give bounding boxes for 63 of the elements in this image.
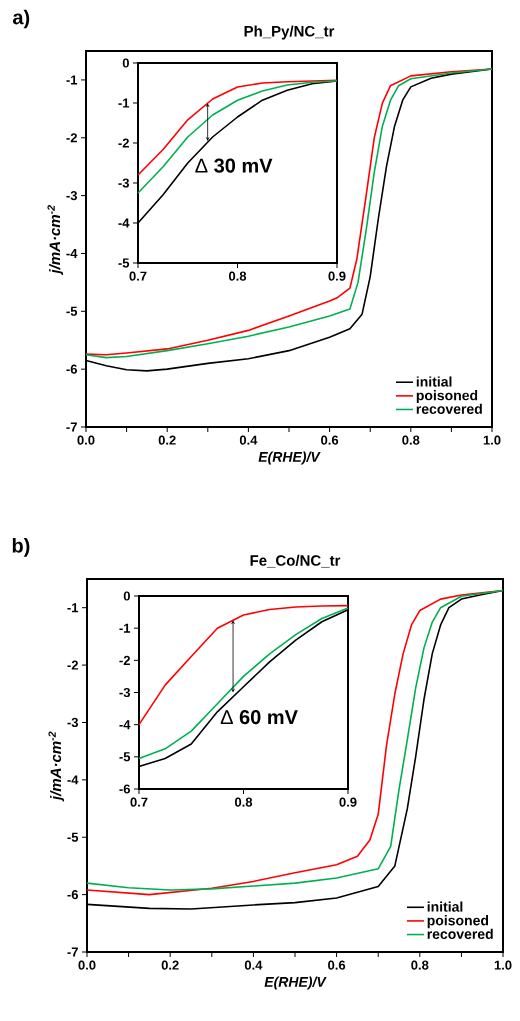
x-tick-label: 0.7 <box>129 271 147 281</box>
y-tick-label: -3 <box>67 717 79 728</box>
x-tick-label: 0.6 <box>321 435 339 445</box>
y-tick-label: -1 <box>118 98 130 108</box>
annotation: Δ 60 mV <box>220 710 298 725</box>
x-tick-label: 0.6 <box>328 960 346 970</box>
x-tick-label: 0.2 <box>161 960 179 970</box>
y-tick-label: -5 <box>66 306 78 316</box>
text: a) <box>12 9 30 29</box>
text: b) <box>12 537 30 557</box>
y-tick-label: -4 <box>119 720 131 730</box>
y-tick-label: -1 <box>67 603 79 613</box>
x-tick-label: 0.9 <box>328 271 346 281</box>
y-tick-label: -7 <box>66 422 77 432</box>
x-tick-label: 0.0 <box>78 960 96 970</box>
y-tick-label: -6 <box>119 784 131 794</box>
x-axis-title: E(RHE)/V <box>258 451 321 465</box>
x-tick-label: 0.8 <box>411 960 429 970</box>
annotation: Δ 30 mV <box>195 158 273 173</box>
x-tick-label: 0.4 <box>244 960 263 970</box>
y-tick-label: -2 <box>118 138 129 148</box>
y-tick-label: -2 <box>66 133 77 143</box>
y-tick-label: -2 <box>119 655 130 665</box>
y-tick-label: -1 <box>66 75 78 85</box>
legend-label: recovered <box>416 403 482 414</box>
x-tick-label: 1.0 <box>494 960 512 970</box>
y-axis-title: j/mA·cm$^{-2}$ <box>47 205 64 276</box>
y-tick-label: 0 <box>122 58 129 68</box>
x-tick-label: 0.2 <box>158 435 176 445</box>
y-tick-label: -4 <box>67 775 79 785</box>
x-tick-label: 0.9 <box>339 797 357 807</box>
y-tick-label: -3 <box>118 178 130 188</box>
line-series <box>137 80 338 194</box>
y-tick-label: -7 <box>67 947 78 957</box>
y-tick-label: 0 <box>123 591 130 601</box>
y-tick-label: -4 <box>118 218 130 228</box>
y-tick-label: -5 <box>119 752 131 762</box>
y-tick-label: -5 <box>118 258 130 268</box>
legend-label: poisoned <box>427 915 489 929</box>
x-tick-label: 0.0 <box>77 435 95 445</box>
y-tick-label: -2 <box>67 660 78 670</box>
line-series <box>138 604 349 726</box>
x-tick-label: 0.7 <box>130 797 148 807</box>
y-tick-label: -6 <box>66 364 78 374</box>
x-tick-label: 0.8 <box>228 271 247 281</box>
legend-label: poisoned <box>416 390 478 404</box>
y-tick-label: -6 <box>67 890 79 900</box>
x-tick-label: 1.0 <box>483 435 501 445</box>
y-tick-label: -3 <box>66 191 78 201</box>
legend-label: recovered <box>427 928 493 940</box>
chart-title: Ph_Py/NC_tr <box>244 25 335 40</box>
x-tick-label: 0.4 <box>239 435 258 445</box>
legend-label: initial <box>427 901 463 912</box>
y-tick-label: -5 <box>67 832 79 842</box>
y-axis-title: j/mA·cm$^{-2}$ <box>48 731 65 802</box>
legend-label: initial <box>416 376 452 387</box>
chart-title: Fe_Co/NC_tr <box>250 554 341 568</box>
x-tick-label: 0.8 <box>402 435 420 445</box>
x-tick-label: 0.8 <box>234 797 253 807</box>
x-axis-title: E(RHE)/V <box>264 976 327 990</box>
y-tick-label: -1 <box>119 623 131 633</box>
y-tick-label: -3 <box>119 687 131 698</box>
y-tick-label: -4 <box>66 249 78 258</box>
